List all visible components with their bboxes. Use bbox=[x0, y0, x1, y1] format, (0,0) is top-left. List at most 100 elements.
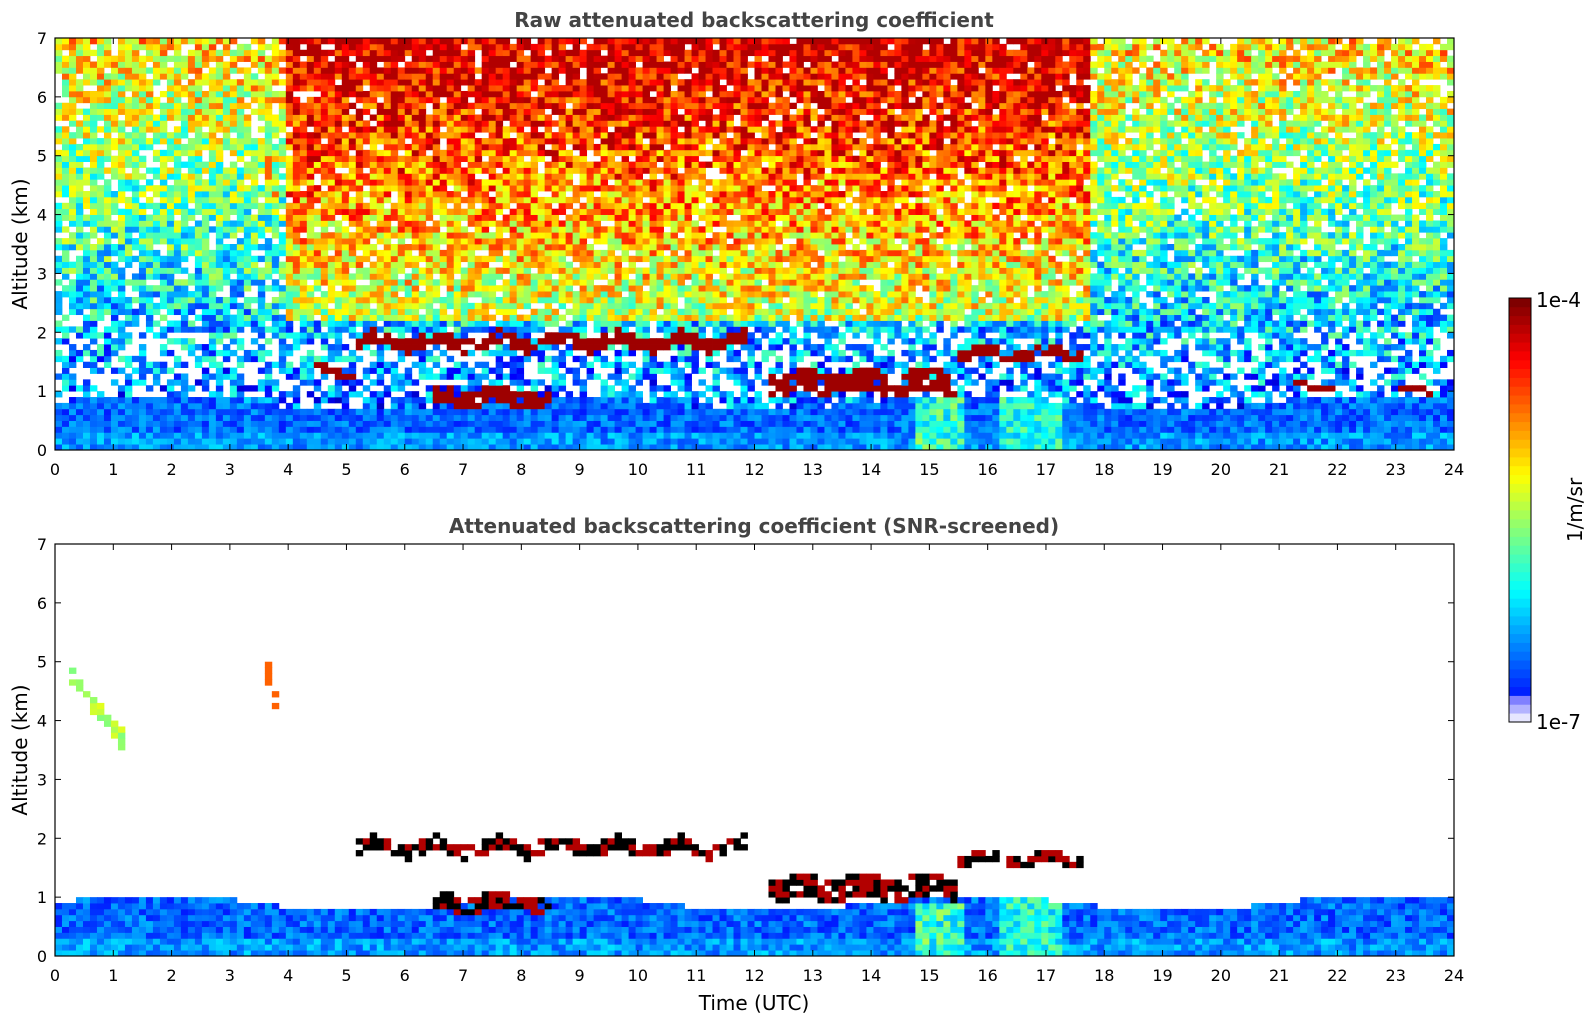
raw-heat-cell bbox=[558, 191, 567, 198]
raw-heat-cell bbox=[607, 38, 616, 45]
raw-heat-cell bbox=[439, 296, 448, 304]
raw-heat-cell bbox=[82, 120, 91, 127]
raw-heat-cell bbox=[355, 432, 364, 439]
raw-heat-cell bbox=[117, 232, 126, 239]
raw-heat-cell bbox=[362, 49, 371, 57]
raw-heat-cell bbox=[201, 196, 210, 204]
raw-heat-cell bbox=[369, 408, 378, 416]
raw-heat-cell bbox=[523, 379, 532, 386]
raw-heat-cell bbox=[439, 438, 448, 445]
raw-heat-cell bbox=[495, 379, 504, 386]
raw-heat-cell bbox=[551, 414, 560, 421]
raw-heat-cell bbox=[369, 173, 378, 180]
raw-heat-cell bbox=[348, 161, 357, 168]
raw-heat-cell bbox=[278, 161, 287, 168]
raw-heat-cell bbox=[397, 385, 406, 392]
raw-heat-cell bbox=[383, 132, 392, 139]
raw-heat-cell bbox=[138, 249, 147, 257]
raw-heat-cell bbox=[257, 202, 266, 210]
raw-heat-cell bbox=[264, 108, 273, 115]
raw-heat-cell bbox=[229, 244, 238, 251]
raw-heat-cell bbox=[509, 320, 518, 327]
raw-heat-cell bbox=[299, 120, 308, 127]
raw-heat-cell bbox=[159, 161, 168, 168]
raw-heat-cell bbox=[411, 167, 420, 174]
raw-heat-cell bbox=[166, 55, 175, 62]
raw-heat-cell bbox=[299, 314, 308, 321]
raw-heat-cell bbox=[565, 344, 574, 351]
raw-heat-cell bbox=[124, 202, 133, 210]
raw-heat-cell bbox=[313, 426, 322, 433]
raw-heat-cell bbox=[474, 161, 483, 168]
raw-heat-cell bbox=[551, 155, 560, 162]
raw-heat-cell bbox=[600, 438, 609, 445]
raw-heat-cell bbox=[502, 291, 511, 298]
raw-heat-cell bbox=[187, 291, 196, 298]
raw-heat-cell bbox=[138, 108, 147, 115]
raw-heat-cell bbox=[257, 285, 266, 292]
raw-heat-cell bbox=[600, 155, 609, 162]
raw-heat-cell bbox=[453, 120, 462, 127]
raw-heat-cell bbox=[369, 149, 378, 157]
raw-heat-cell bbox=[390, 367, 399, 374]
raw-heat-cell bbox=[439, 120, 448, 127]
raw-heat-cell bbox=[96, 267, 105, 274]
raw-heat-cell bbox=[551, 291, 560, 298]
raw-heat-cell bbox=[89, 208, 98, 215]
raw-heat-cell bbox=[488, 185, 497, 192]
raw-heat-cell bbox=[439, 326, 448, 333]
raw-heat-cell bbox=[558, 326, 567, 333]
raw-heat-cell bbox=[460, 67, 469, 74]
raw-heat-cell bbox=[579, 279, 588, 286]
raw-heat-cell bbox=[467, 391, 476, 398]
raw-heat-cell bbox=[173, 96, 182, 104]
raw-heat-cell bbox=[166, 196, 175, 204]
raw-heat-cell bbox=[523, 226, 532, 233]
raw-heat-cell bbox=[138, 332, 147, 339]
raw-heat-cell bbox=[495, 355, 504, 363]
raw-heat-cell bbox=[75, 302, 84, 310]
raw-heat-cell bbox=[390, 179, 399, 186]
raw-heat-cell bbox=[355, 90, 364, 98]
raw-heat-cell bbox=[467, 326, 476, 333]
raw-heat-cell bbox=[439, 385, 448, 392]
raw-heat-cell bbox=[159, 432, 168, 439]
raw-heat-cell bbox=[215, 320, 224, 327]
raw-heat-cell bbox=[467, 132, 476, 139]
raw-heat-cell bbox=[341, 179, 350, 186]
raw-heat-cell bbox=[180, 208, 189, 215]
raw-heat-cell bbox=[292, 232, 301, 239]
raw-heat-cell bbox=[89, 226, 98, 233]
raw-heat-cell bbox=[180, 279, 189, 286]
raw-heat-cell bbox=[187, 85, 196, 92]
raw-heat-cell bbox=[523, 267, 532, 274]
raw-heat-cell bbox=[61, 208, 70, 215]
raw-heat-cell bbox=[250, 185, 259, 192]
raw-heat-cell bbox=[425, 43, 434, 51]
raw-heat-cell bbox=[173, 49, 182, 57]
raw-heat-cell bbox=[467, 314, 476, 321]
raw-heat-cell bbox=[635, 426, 643, 433]
raw-heat-cell bbox=[432, 79, 441, 86]
raw-heat-cell bbox=[152, 379, 161, 386]
raw-heat-cell bbox=[313, 43, 322, 51]
raw-heat-cell bbox=[278, 238, 287, 245]
raw-heat-cell bbox=[502, 408, 511, 416]
raw-heat-cell bbox=[299, 320, 308, 327]
raw-heat-cell bbox=[180, 414, 189, 421]
raw-heat-cell bbox=[453, 267, 462, 274]
raw-heat-cell bbox=[264, 308, 273, 316]
raw-heat-cell bbox=[341, 43, 350, 51]
raw-heat-cell bbox=[432, 355, 441, 363]
raw-heat-cell bbox=[593, 438, 602, 445]
raw-heat-cell bbox=[110, 173, 119, 180]
raw-heat-cell bbox=[530, 291, 539, 298]
raw-heat-cell bbox=[159, 326, 168, 333]
raw-heat-cell bbox=[152, 96, 161, 104]
raw-heat-cell bbox=[334, 302, 343, 310]
raw-heat-cell bbox=[579, 238, 588, 245]
raw-heat-cell bbox=[586, 244, 595, 251]
raw-heat-cell bbox=[537, 338, 546, 345]
raw-heat-cell bbox=[593, 38, 602, 45]
raw-heat-cell bbox=[222, 67, 231, 74]
